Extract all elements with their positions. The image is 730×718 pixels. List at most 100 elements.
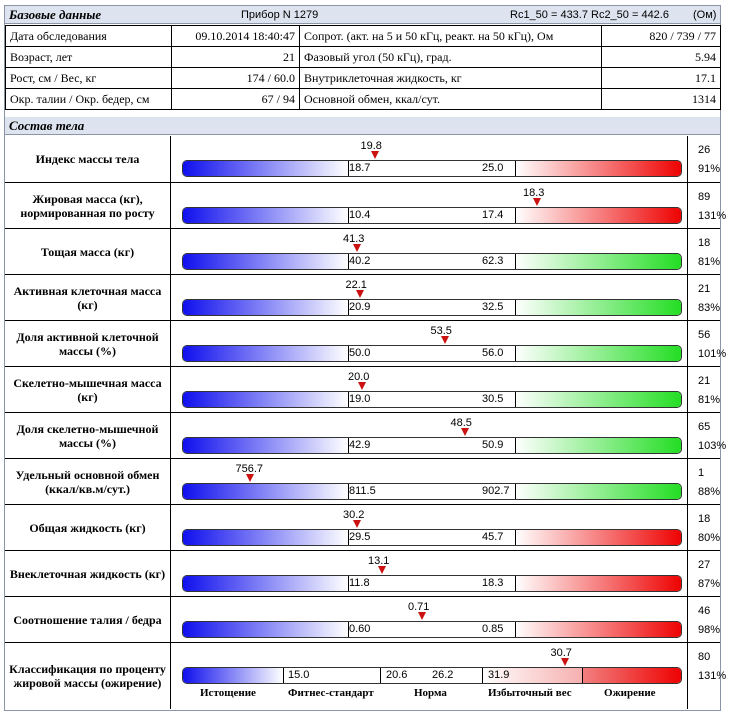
marker-arrow-icon xyxy=(533,198,541,206)
row-label: Общая жидкость (кг) xyxy=(29,520,146,535)
bar-norm-segment xyxy=(348,392,515,407)
range-bar xyxy=(182,345,682,362)
bar-low-tick xyxy=(348,208,349,223)
bar-high-segment xyxy=(515,346,681,361)
percent-of-norm: 83% xyxy=(698,302,721,314)
bar-high-tick xyxy=(515,392,516,407)
class-threshold: 15.0 xyxy=(288,669,310,681)
right-values: 18 81% xyxy=(687,229,720,274)
right-values: 89 131% xyxy=(687,183,726,228)
row-label: Внеклеточная жидкость (кг) xyxy=(9,566,166,581)
info-value: 21 xyxy=(171,46,300,68)
percent-of-norm: 131% xyxy=(698,210,727,222)
high-threshold: 25.0 xyxy=(482,162,504,174)
high-threshold: 50.9 xyxy=(482,439,504,451)
bar-high-tick xyxy=(515,438,516,453)
high-threshold: 62.3 xyxy=(482,255,504,267)
class-tick xyxy=(482,668,483,683)
device-number: Прибор N 1279 xyxy=(241,9,319,21)
marker-value: 53.5 xyxy=(430,325,452,337)
bar-low-segment xyxy=(183,392,348,407)
low-threshold: 50.0 xyxy=(349,347,371,359)
low-threshold: 0.60 xyxy=(349,623,371,635)
bar-high-tick xyxy=(515,576,516,591)
row-label-cell: Жировая масса (кг), нормированная по рос… xyxy=(5,183,171,228)
percentile-value: 89 xyxy=(698,191,711,203)
row-label-cell: Индекс массы тела xyxy=(5,136,171,182)
bar-low-tick xyxy=(348,622,349,637)
class-tick xyxy=(380,668,381,683)
class-category-label: Норма xyxy=(414,687,447,699)
info-value: 5.94 xyxy=(601,46,721,68)
high-threshold: 0.85 xyxy=(482,623,504,635)
percentile-value: 80 xyxy=(698,651,711,663)
percent-of-norm: 87% xyxy=(698,578,721,590)
range-bar xyxy=(182,575,682,592)
row-label: Соотношение талия / бедра xyxy=(13,612,162,627)
bar-high-segment xyxy=(515,438,681,453)
row-label-cell: Соотношение талия / бедра xyxy=(5,597,171,642)
bar-low-segment xyxy=(183,576,348,591)
composition-row: Общая жидкость (кг) 29.5 45.7 30.2 18 80% xyxy=(5,505,720,551)
row-label-cell: Доля активной клеточной массы (%) xyxy=(5,321,171,366)
bar-low-tick xyxy=(348,254,349,269)
class-category-label: Избыточный вес xyxy=(488,687,572,699)
high-threshold: 30.5 xyxy=(482,393,504,405)
low-threshold: 811.5 xyxy=(349,485,376,497)
base-data-header: Базовые данные Прибор N 1279 Rc1_50 = 43… xyxy=(5,6,720,24)
info-row: Дата обследования 09.10.2014 18:40:47 Сопр… xyxy=(5,25,721,47)
bar-low-tick xyxy=(348,530,349,545)
bar-norm-segment xyxy=(348,161,515,176)
info-label: Сопрот. (акт. на 5 и 50 кГц, реакт. на 5… xyxy=(299,25,602,47)
marker-value: 20.0 xyxy=(348,371,370,383)
info-label: Внутриклеточная жидкость, кг xyxy=(299,67,602,89)
class-threshold: 20.6 xyxy=(386,669,408,681)
marker-arrow-icon xyxy=(353,244,361,252)
marker-value: 19.8 xyxy=(360,140,382,152)
base-data-table: Дата обследования 09.10.2014 18:40:47 Сопр… xyxy=(5,25,721,110)
bar-high-segment xyxy=(515,208,681,223)
range-bar xyxy=(182,253,682,270)
class-category-label: Фитнес-стандарт xyxy=(288,687,374,699)
range-bar xyxy=(182,621,682,638)
composition-row: Активная клеточная масса (кг) 20.9 32.5 22.… xyxy=(5,275,720,321)
composition-header: Состав тела xyxy=(5,117,720,135)
bar-low-segment xyxy=(183,530,348,545)
bar-norm-segment xyxy=(348,438,515,453)
row-label: Классификация по проценту жировой массы … xyxy=(9,662,166,690)
range-bar xyxy=(182,529,682,546)
percentile-value: 65 xyxy=(698,421,711,433)
percent-of-norm: 101% xyxy=(698,348,727,360)
percent-of-norm: 81% xyxy=(698,394,721,406)
bar-low-segment xyxy=(183,438,348,453)
percentile-value: 26 xyxy=(698,144,711,156)
row-label: Скелетно-мышечная масса (кг) xyxy=(13,375,162,404)
marker-value: 41.3 xyxy=(343,233,365,245)
bar-low-segment xyxy=(183,484,348,499)
low-threshold: 18.7 xyxy=(349,162,371,174)
bar-low-tick xyxy=(348,438,349,453)
row-label-cell: Удельный основной обмен (ккал/кв.м/сут.) xyxy=(5,459,171,504)
bar-high-tick xyxy=(515,484,516,499)
right-values: 27 87% xyxy=(687,551,720,596)
bar-high-segment xyxy=(515,622,681,637)
high-threshold: 56.0 xyxy=(482,347,504,359)
marker-value: 18.3 xyxy=(523,187,545,199)
percent-of-norm: 131% xyxy=(698,670,727,682)
info-row: Возраст, лет 21 Фазовый угол (50 кГц), гра… xyxy=(5,46,721,68)
marker-arrow-icon xyxy=(560,658,569,666)
class-tick xyxy=(582,668,583,683)
right-values: 21 81% xyxy=(687,367,720,412)
marker-arrow-icon xyxy=(358,382,366,390)
bar-high-tick xyxy=(515,254,516,269)
rc1-value: Rc1_50 = 433.7 xyxy=(510,9,588,21)
info-value: 09.10.2014 18:40:47 xyxy=(171,25,300,47)
bar-low-tick xyxy=(348,392,349,407)
bar-low-segment xyxy=(183,254,348,269)
bar-norm-segment xyxy=(348,208,515,223)
percent-of-norm: 81% xyxy=(698,256,721,268)
class-category-label: Истощение xyxy=(200,687,256,699)
percent-of-norm: 91% xyxy=(698,163,721,175)
rc2-value: Rc2_50 = 442.6 xyxy=(591,9,669,21)
bar-norm-segment xyxy=(348,576,515,591)
